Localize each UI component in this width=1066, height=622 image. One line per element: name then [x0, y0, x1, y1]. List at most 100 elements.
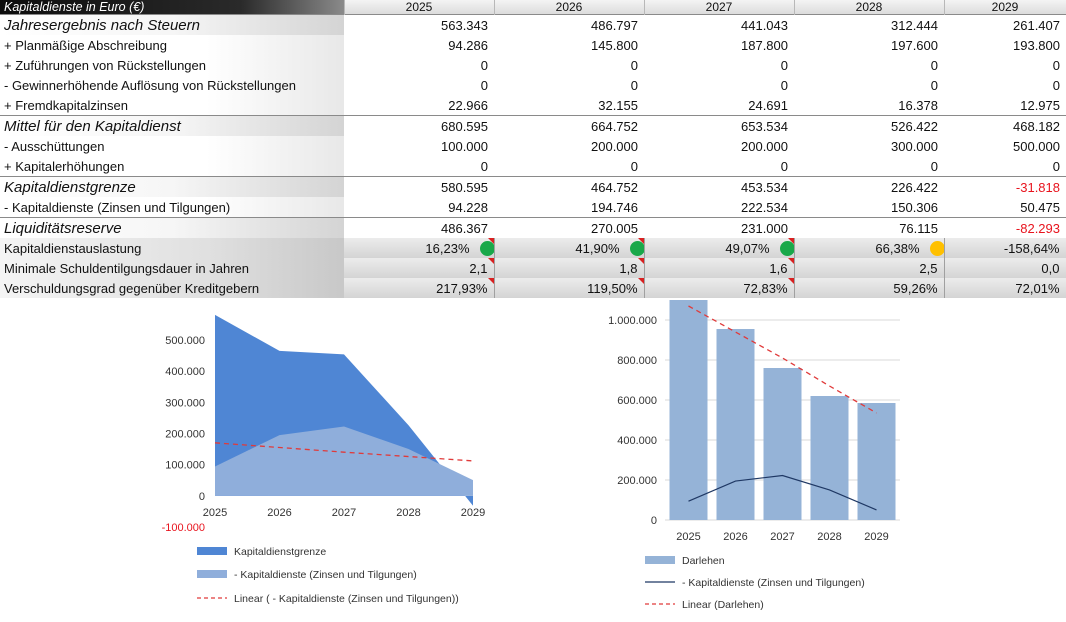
- cell-value[interactable]: 145.800: [494, 35, 644, 55]
- cell-value[interactable]: 222.534: [644, 197, 794, 218]
- cell-value[interactable]: 486.797: [494, 14, 644, 35]
- cell-value[interactable]: 0: [344, 75, 494, 95]
- cell-value[interactable]: 24.691: [644, 95, 794, 116]
- cell-value[interactable]: 300.000: [794, 136, 944, 156]
- cell-value[interactable]: 526.422: [794, 115, 944, 136]
- cell-value[interactable]: -158,64%: [944, 238, 1066, 258]
- cell-value[interactable]: 194.746: [494, 197, 644, 218]
- cell-value[interactable]: 231.000: [644, 217, 794, 238]
- cell-value[interactable]: 0: [644, 75, 794, 95]
- cell-value[interactable]: 200.000: [644, 136, 794, 156]
- row-label[interactable]: Mittel für den Kapitaldienst: [0, 115, 344, 136]
- cell-value[interactable]: 0: [494, 55, 644, 75]
- table-title[interactable]: Kapitaldienste in Euro (€): [0, 0, 345, 15]
- area-chart-kapitaldienstgrenze[interactable]: 500.000 400.000 300.000 200.000 100.000 0 -100…: [150, 312, 490, 622]
- cell-value[interactable]: 72,83%: [644, 278, 795, 298]
- year-header[interactable]: 2026: [494, 0, 645, 15]
- cell-value[interactable]: 2,1: [344, 258, 495, 278]
- row-label[interactable]: + Kapitalerhöhungen: [0, 156, 344, 177]
- cell-value[interactable]: 76.115: [794, 217, 944, 238]
- comment-flag-icon[interactable]: [487, 238, 493, 244]
- cell-value[interactable]: 119,50%: [494, 278, 645, 298]
- row-label[interactable]: + Planmäßige Abschreibung: [0, 35, 344, 55]
- comment-flag-icon[interactable]: [787, 258, 793, 264]
- cell-value[interactable]: 1,8: [494, 258, 645, 278]
- cell-value[interactable]: 94.228: [344, 197, 494, 218]
- row-label[interactable]: - Gewinnerhöhende Auflösung von Rückstel…: [0, 75, 344, 95]
- comment-flag-icon[interactable]: [637, 238, 643, 244]
- cell-value[interactable]: 12.975: [944, 95, 1066, 116]
- row-label[interactable]: Verschuldungsgrad gegenüber Kreditgebern: [0, 278, 344, 298]
- cell-value[interactable]: 217,93%: [344, 278, 495, 298]
- cell-value[interactable]: 100.000: [344, 136, 494, 156]
- cell-value[interactable]: 500.000: [944, 136, 1066, 156]
- row-label[interactable]: + Fremdkapitalzinsen: [0, 95, 344, 116]
- cell-value[interactable]: 261.407: [944, 14, 1066, 35]
- cell-value[interactable]: 312.444: [794, 14, 944, 35]
- cell-value[interactable]: 486.367: [344, 217, 494, 238]
- cell-value[interactable]: 270.005: [494, 217, 644, 238]
- cell-value[interactable]: 0: [644, 156, 794, 177]
- cell-value[interactable]: 50.475: [944, 197, 1066, 218]
- comment-flag-icon[interactable]: [787, 278, 793, 284]
- year-header[interactable]: 2029: [944, 0, 1066, 15]
- row-label[interactable]: Jahresergebnis nach Steuern: [0, 14, 344, 35]
- row-label[interactable]: - Kapitaldienste (Zinsen und Tilgungen): [0, 197, 344, 218]
- bar-chart-darlehen[interactable]: 1.000.000 800.000 600.000 400.000 200.000 0 20…: [600, 295, 920, 622]
- cell-value[interactable]: 32.155: [494, 95, 644, 116]
- cell-value[interactable]: 653.534: [644, 115, 794, 136]
- cell-value[interactable]: 49,07%: [644, 238, 795, 258]
- comment-flag-icon[interactable]: [787, 238, 793, 244]
- cell-value[interactable]: 468.182: [944, 115, 1066, 136]
- cell-value[interactable]: 200.000: [494, 136, 644, 156]
- cell-value[interactable]: 563.343: [344, 14, 494, 35]
- cell-value[interactable]: 2,5: [794, 258, 945, 278]
- cell-value[interactable]: 0: [644, 55, 794, 75]
- cell-value[interactable]: 226.422: [794, 176, 944, 197]
- cell-value[interactable]: 0: [494, 75, 644, 95]
- year-header[interactable]: 2027: [644, 0, 795, 15]
- row-label[interactable]: + Zuführungen von Rückstellungen: [0, 55, 344, 75]
- cell-value[interactable]: -82.293: [944, 217, 1066, 238]
- cell-value[interactable]: 453.534: [644, 176, 794, 197]
- year-header[interactable]: 2028: [794, 0, 945, 15]
- cell-value[interactable]: 1,6: [644, 258, 795, 278]
- cell-value[interactable]: 0: [344, 156, 494, 177]
- cell-value[interactable]: 0: [944, 156, 1066, 177]
- cell-value[interactable]: 193.800: [944, 35, 1066, 55]
- cell-value[interactable]: 41,90%: [494, 238, 645, 258]
- cell-value[interactable]: 664.752: [494, 115, 644, 136]
- cell-value[interactable]: 66,38%: [794, 238, 945, 258]
- cell-value[interactable]: 0: [944, 55, 1066, 75]
- cell-value[interactable]: 59,26%: [794, 278, 945, 298]
- cell-value[interactable]: 0: [344, 55, 494, 75]
- cell-value[interactable]: 187.800: [644, 35, 794, 55]
- cell-value[interactable]: 0: [494, 156, 644, 177]
- cell-value[interactable]: 441.043: [644, 14, 794, 35]
- row-label[interactable]: Kapitaldienstauslastung: [0, 238, 344, 258]
- cell-value[interactable]: -31.818: [944, 176, 1066, 197]
- cell-value[interactable]: 150.306: [794, 197, 944, 218]
- row-label[interactable]: - Ausschüttungen: [0, 136, 344, 156]
- cell-value[interactable]: 464.752: [494, 176, 644, 197]
- comment-flag-icon[interactable]: [487, 258, 493, 264]
- row-label[interactable]: Minimale Schuldentilgungsdauer in Jahren: [0, 258, 344, 278]
- cell-value[interactable]: 0: [794, 55, 944, 75]
- comment-flag-icon[interactable]: [487, 278, 493, 284]
- comment-flag-icon[interactable]: [637, 278, 643, 284]
- cell-value[interactable]: 0: [944, 75, 1066, 95]
- cell-value[interactable]: 16,23%: [344, 238, 495, 258]
- cell-value[interactable]: 680.595: [344, 115, 494, 136]
- cell-value[interactable]: 0: [794, 75, 944, 95]
- comment-flag-icon[interactable]: [637, 258, 643, 264]
- cell-value[interactable]: 0,0: [944, 258, 1066, 278]
- cell-value[interactable]: 580.595: [344, 176, 494, 197]
- row-label[interactable]: Liquiditätsreserve: [0, 217, 344, 238]
- row-label[interactable]: Kapitaldienstgrenze: [0, 176, 344, 197]
- cell-value[interactable]: 94.286: [344, 35, 494, 55]
- cell-value[interactable]: 16.378: [794, 95, 944, 116]
- cell-value[interactable]: 72,01%: [944, 278, 1066, 298]
- cell-value[interactable]: 22.966: [344, 95, 494, 116]
- year-header[interactable]: 2025: [344, 0, 495, 15]
- cell-value[interactable]: 0: [794, 156, 944, 177]
